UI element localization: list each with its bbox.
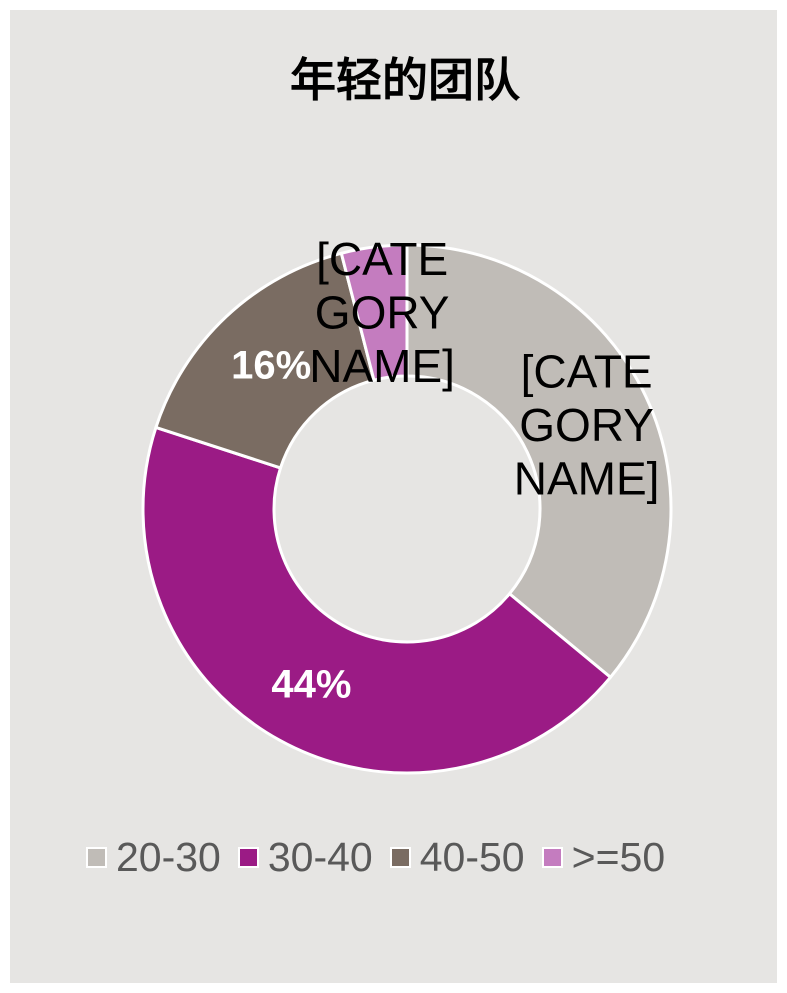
legend-item-30-40: 30-40 bbox=[237, 834, 373, 880]
legend-item-40-50: 40-50 bbox=[389, 834, 525, 880]
data-label-line: NAME] bbox=[514, 453, 660, 505]
data-label-line: 16% bbox=[231, 344, 311, 388]
data-label-line: GORY bbox=[519, 399, 654, 451]
chart-title: 年轻的团队 bbox=[290, 53, 520, 107]
legend-swatch bbox=[86, 846, 107, 868]
data-label-line: NAME] bbox=[309, 340, 455, 392]
slice-40-50 bbox=[154, 251, 376, 470]
data-label-20-30: [CATE GORY NAME] bbox=[514, 346, 660, 505]
data-label-line: 44% bbox=[271, 662, 351, 706]
slice-30-40 bbox=[141, 425, 612, 775]
legend-swatch bbox=[541, 846, 563, 868]
legend-item-gte-50: >=50 bbox=[541, 834, 666, 880]
legend-label: 40-50 bbox=[419, 834, 525, 880]
legend-swatch bbox=[389, 846, 411, 868]
legend-item-20-30: 20-30 bbox=[86, 835, 221, 879]
legend-label: 30-40 bbox=[267, 834, 373, 880]
data-label-line: [CATE bbox=[521, 346, 653, 398]
data-label-line: [CATE bbox=[316, 233, 448, 285]
data-label-gte-50: [CATE GORY NAME] bbox=[309, 233, 455, 392]
legend-swatch bbox=[237, 846, 259, 868]
legend-label: >=50 bbox=[571, 834, 666, 880]
slice-20-30 bbox=[405, 243, 673, 679]
slice-gte-50 bbox=[339, 243, 409, 382]
data-label-40-50: 16% bbox=[231, 344, 311, 388]
data-label-30-40: 44% bbox=[271, 662, 351, 706]
legend-label: 20-30 bbox=[116, 834, 221, 880]
data-label-line: GORY bbox=[315, 287, 450, 339]
legend: 20-30 30-40 40-50 >=50 bbox=[86, 835, 665, 879]
